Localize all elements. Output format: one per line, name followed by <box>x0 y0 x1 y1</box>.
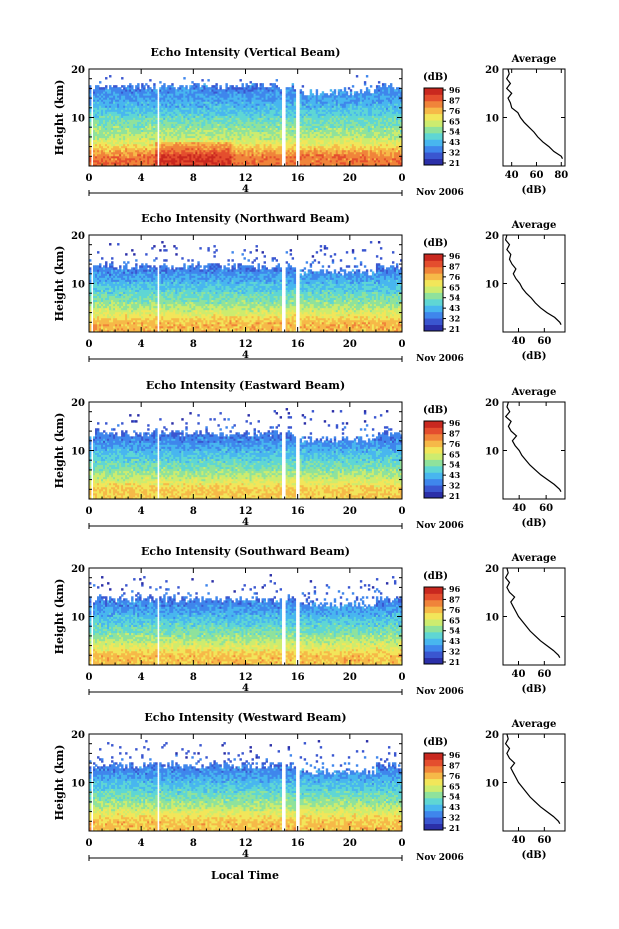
heatmap-cell <box>163 83 165 85</box>
heatmap-cell <box>105 77 107 79</box>
heatmap-cell <box>131 85 133 87</box>
heatmap-cell <box>149 79 151 81</box>
heatmap-cell <box>159 81 161 83</box>
heatmap-cell <box>153 83 155 85</box>
heatmap-cell <box>137 83 139 85</box>
heatmap-cell <box>197 83 199 85</box>
heatmap-cell <box>99 81 101 83</box>
heatmap <box>89 75 402 166</box>
heatmap-cell <box>185 85 187 87</box>
panel-title: Echo Intensity (Vertical Beam) <box>150 46 340 59</box>
heatmap-cell <box>207 79 209 81</box>
figure: Echo Intensity (Vertical Beam)1020Height… <box>0 0 619 929</box>
heatmap-cell <box>201 79 203 81</box>
heatmap-cell <box>105 85 107 87</box>
heatmap-cell <box>109 75 111 77</box>
heatmap-cell <box>183 77 185 79</box>
heatmap-cell <box>155 89 157 91</box>
heatmap-cell <box>121 77 123 79</box>
echo-panel: Echo Intensity (Vertical Beam)1020Height… <box>53 46 568 198</box>
heatmap-cell <box>171 83 173 85</box>
